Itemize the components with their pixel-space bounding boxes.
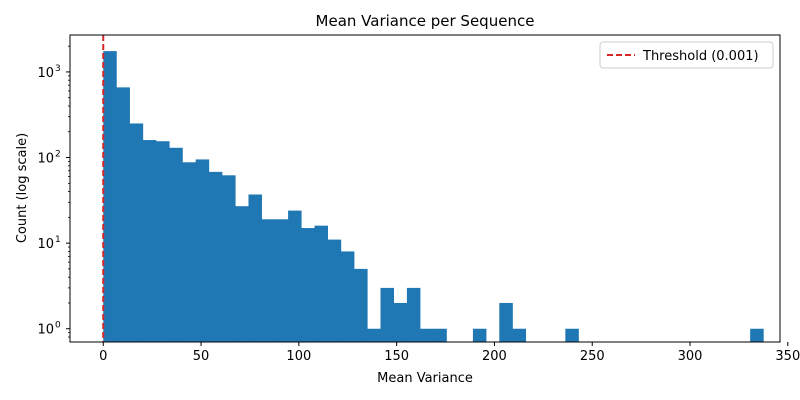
histogram-bar [750,328,764,342]
y-tick-label: 10 [37,237,54,252]
bars-layer [103,51,764,343]
histogram-bar [169,147,183,342]
y-tick-exponent: 3 [55,64,61,74]
histogram-bar [301,228,315,342]
y-tick-label: 10 [37,152,54,167]
histogram-bar [314,225,328,342]
x-tick-label: 250 [580,349,605,364]
histogram-bar [327,239,342,342]
histogram-bar [222,175,236,342]
y-tick-exponent: 0 [55,321,61,331]
x-axis: 0 50 100 150 200 250 300 350 [99,342,800,364]
x-tick-label: 100 [286,349,311,364]
y-tick-exponent: 2 [55,150,61,160]
histogram-bar [340,251,355,342]
y-tick-label: 10 [37,323,54,338]
histogram-bar [182,162,196,342]
x-tick-label: 0 [99,349,107,364]
histogram-bar [406,287,421,342]
legend: Threshold (0.001) [599,41,774,69]
histogram-bar [142,140,157,342]
x-tick-label: 150 [384,349,409,364]
histogram-bar [116,87,130,342]
y-axis-label: Count (log scale) [15,133,30,243]
x-tick-label: 350 [775,349,800,364]
x-tick-label: 200 [482,349,507,364]
histogram-bar [274,219,289,342]
legend-threshold-label: Threshold (0.001) [642,49,759,64]
histogram-bar [393,302,408,342]
chart-title: Mean Variance per Sequence [316,12,535,30]
legend-box [599,41,774,69]
histogram-bar [380,287,395,342]
histogram-bar [129,123,144,343]
plot-frame [69,34,781,343]
histogram-bar [565,328,579,342]
histogram-bar [156,141,170,342]
x-tick-label: 50 [193,349,210,364]
y-tick-exponent: 1 [55,235,61,245]
histogram-bar [195,159,210,342]
histogram-bar [433,328,447,342]
histogram-bar [420,328,434,342]
histogram-bar [235,206,249,342]
histogram-bar [367,328,381,342]
histogram-bar [499,302,513,342]
histogram-bar [288,210,302,342]
histogram-bar [512,328,527,342]
histogram-bar [354,268,368,342]
histogram-bar [103,51,117,343]
histogram-bar [248,194,262,342]
y-tick-label: 10 [37,66,54,81]
histogram-bar [472,328,487,342]
histogram-bar [208,171,223,342]
histogram-bar [261,219,276,342]
x-axis-label: Mean Variance [377,371,473,386]
x-tick-label: 300 [678,349,703,364]
